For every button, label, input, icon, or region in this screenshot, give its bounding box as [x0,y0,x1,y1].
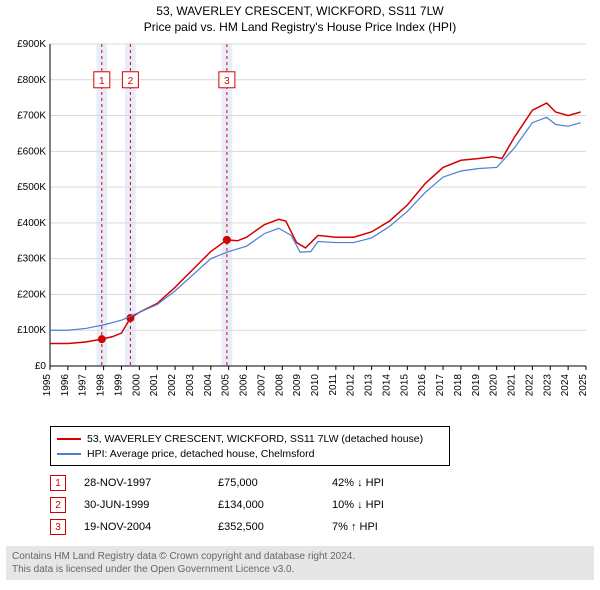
sale-date: 30-JUN-1999 [84,499,214,511]
legend-label: 53, WAVERLEY CRESCENT, WICKFORD, SS11 7L… [87,433,423,445]
sale-diff: 7% ↑ HPI [332,521,452,533]
sales-table: 1 28-NOV-1997 £75,000 42% ↓ HPI 2 30-JUN-1999… [50,472,594,538]
svg-text:£600K: £600K [17,146,46,157]
svg-text:2008: 2008 [274,374,285,397]
svg-text:£400K: £400K [17,218,46,229]
svg-text:£800K: £800K [17,75,46,86]
sale-price: £352,500 [218,521,328,533]
sale-date: 19-NOV-2004 [84,521,214,533]
sale-badge: 3 [50,519,66,535]
svg-text:2017: 2017 [435,374,446,397]
sale-row: 2 30-JUN-1999 £134,000 10% ↓ HPI [50,494,594,516]
footer-attribution: Contains HM Land Registry data © Crown c… [6,546,594,580]
sale-row: 3 19-NOV-2004 £352,500 7% ↑ HPI [50,516,594,538]
sale-row: 1 28-NOV-1997 £75,000 42% ↓ HPI [50,472,594,494]
svg-text:2002: 2002 [167,374,178,397]
svg-text:2003: 2003 [185,374,196,397]
chart-subtitle: Price paid vs. HM Land Registry's House … [6,20,594,34]
legend-item: 53, WAVERLEY CRESCENT, WICKFORD, SS11 7L… [57,431,443,446]
legend-swatch [57,438,81,440]
sale-badge: 1 [50,475,66,491]
legend-swatch [57,453,81,455]
svg-text:2006: 2006 [239,374,250,397]
footer-line-1: Contains HM Land Registry data © Crown c… [12,550,588,563]
svg-text:1: 1 [99,76,105,87]
svg-text:£700K: £700K [17,111,46,122]
svg-text:1998: 1998 [96,374,107,397]
svg-text:2014: 2014 [381,374,392,397]
svg-text:2001: 2001 [149,374,160,397]
svg-text:2000: 2000 [131,374,142,397]
sale-price: £134,000 [218,499,328,511]
svg-text:2012: 2012 [346,374,357,397]
svg-text:£500K: £500K [17,182,46,193]
svg-text:1997: 1997 [78,374,89,397]
svg-text:1995: 1995 [42,374,53,397]
svg-text:2022: 2022 [524,374,535,397]
sale-diff: 10% ↓ HPI [332,499,452,511]
sale-diff: 42% ↓ HPI [332,477,452,489]
svg-text:3: 3 [224,76,230,87]
svg-text:2004: 2004 [203,374,214,397]
svg-text:2: 2 [128,76,134,87]
chart: £0 £100K £200K £300K £400K £500K £600K £700K £80… [6,40,594,420]
svg-text:2023: 2023 [542,374,553,397]
svg-text:2007: 2007 [256,374,267,397]
sale-price: £75,000 [218,477,328,489]
legend: 53, WAVERLEY CRESCENT, WICKFORD, SS11 7L… [50,426,450,466]
svg-text:2021: 2021 [507,374,518,397]
legend-item: HPI: Average price, detached house, Chel… [57,446,443,461]
svg-text:2013: 2013 [364,374,375,397]
svg-text:2018: 2018 [453,374,464,397]
svg-text:2015: 2015 [399,374,410,397]
chart-title: 53, WAVERLEY CRESCENT, WICKFORD, SS11 7L… [6,4,594,18]
footer-line-2: This data is licensed under the Open Gov… [12,563,588,576]
svg-text:£900K: £900K [17,40,46,50]
sale-date: 28-NOV-1997 [84,477,214,489]
legend-label: HPI: Average price, detached house, Chel… [87,448,314,460]
svg-text:1999: 1999 [113,374,124,397]
svg-text:2020: 2020 [489,374,500,397]
svg-text:£300K: £300K [17,254,46,265]
svg-text:2024: 2024 [560,374,571,397]
svg-text:2025: 2025 [578,374,589,397]
svg-text:2005: 2005 [221,374,232,397]
svg-text:2011: 2011 [328,374,339,396]
svg-text:2019: 2019 [471,374,482,397]
svg-text:2010: 2010 [310,374,321,397]
svg-text:2009: 2009 [292,374,303,397]
svg-text:£0: £0 [35,361,47,372]
svg-text:£100K: £100K [17,325,46,336]
svg-text:1996: 1996 [60,374,71,397]
sale-badge: 2 [50,497,66,513]
chart-svg: £0 £100K £200K £300K £400K £500K £600K £700K £80… [6,40,594,420]
svg-text:2016: 2016 [417,374,428,397]
svg-text:£200K: £200K [17,289,46,300]
